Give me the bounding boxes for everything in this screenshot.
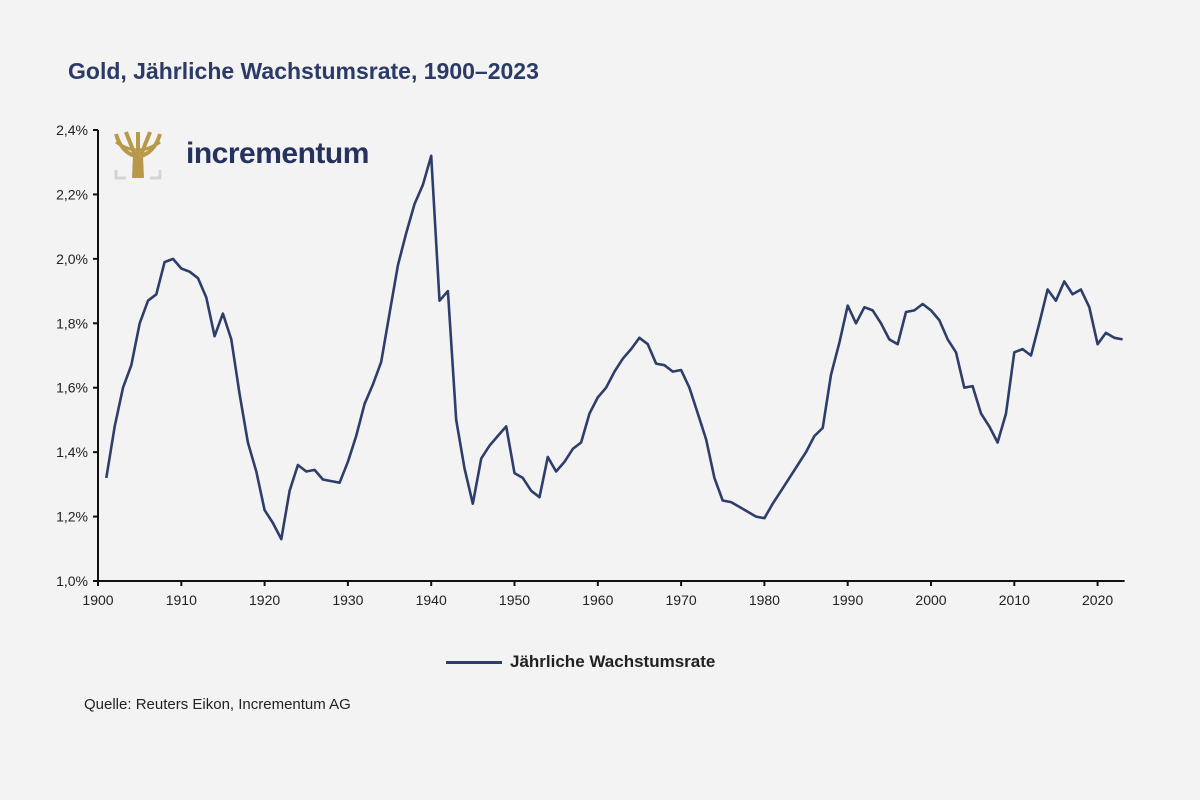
y-tick-label: 2,2%	[56, 186, 88, 202]
chart-title: Gold, Jährliche Wachstumsrate, 1900–2023	[68, 58, 539, 84]
y-tick-label: 1,0%	[56, 573, 88, 589]
y-tick-label: 1,2%	[56, 509, 88, 525]
legend-label: Jährliche Wachstumsrate	[510, 652, 716, 671]
y-tick-label: 1,8%	[56, 315, 88, 331]
x-tick-label: 1910	[166, 592, 197, 608]
legend-swatch	[446, 660, 502, 664]
x-tick-label: 1920	[249, 592, 280, 608]
x-tick-label: 1990	[832, 592, 863, 608]
series-line	[105, 154, 1123, 541]
x-tick-label: 1930	[332, 592, 363, 608]
x-tick-label: 1970	[666, 592, 697, 608]
x-tick-label: 1940	[416, 592, 447, 608]
y-tick-label: 2,0%	[56, 251, 88, 267]
tree-logo-icon	[114, 131, 162, 180]
logo-text: incrementum	[186, 137, 369, 170]
source-note: Quelle: Reuters Eikon, Incrementum AG	[84, 696, 351, 713]
x-tick-label: 1900	[82, 592, 113, 608]
x-tick-label: 2010	[999, 592, 1030, 608]
x-tick-label: 1980	[749, 592, 780, 608]
x-tick-label: 2020	[1082, 592, 1113, 608]
x-tick-label: 1950	[499, 592, 530, 608]
x-tick-label: 1960	[582, 592, 613, 608]
legend: Jährliche Wachstumsrate	[446, 652, 715, 672]
incrementum-logo: incrementum	[112, 128, 369, 180]
y-tick-label: 1,4%	[56, 444, 88, 460]
x-tick-label: 2000	[915, 592, 946, 608]
y-tick-label: 2,4%	[56, 122, 88, 138]
y-tick-label: 1,6%	[56, 380, 88, 396]
